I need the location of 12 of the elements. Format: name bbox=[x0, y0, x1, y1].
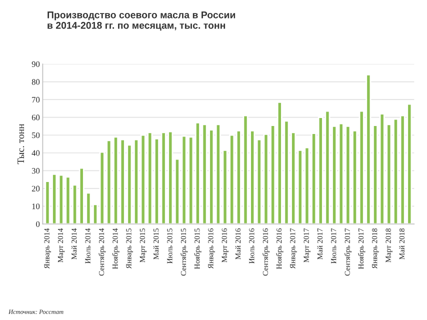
y-tick-label: 40 bbox=[32, 150, 40, 156]
chart-title: Производство соевого масла в России в 2014-2018 гг. по месяцам, тыс. тонн bbox=[48, 12, 236, 31]
y-tick-label: 10 bbox=[32, 204, 40, 210]
y-tick-label: 60 bbox=[32, 114, 40, 120]
y-tick-label: 50 bbox=[32, 132, 40, 138]
y-axis-title: Тыс. тонн bbox=[18, 124, 24, 164]
y-tick-label: 70 bbox=[32, 96, 40, 103]
y-tick-label: 80 bbox=[32, 79, 40, 85]
y-tick-label: 90 bbox=[32, 61, 40, 67]
y-tick-label: 30 bbox=[32, 168, 40, 174]
y-tick-label: 0 bbox=[36, 221, 40, 227]
y-tick-label: 20 bbox=[32, 186, 40, 192]
